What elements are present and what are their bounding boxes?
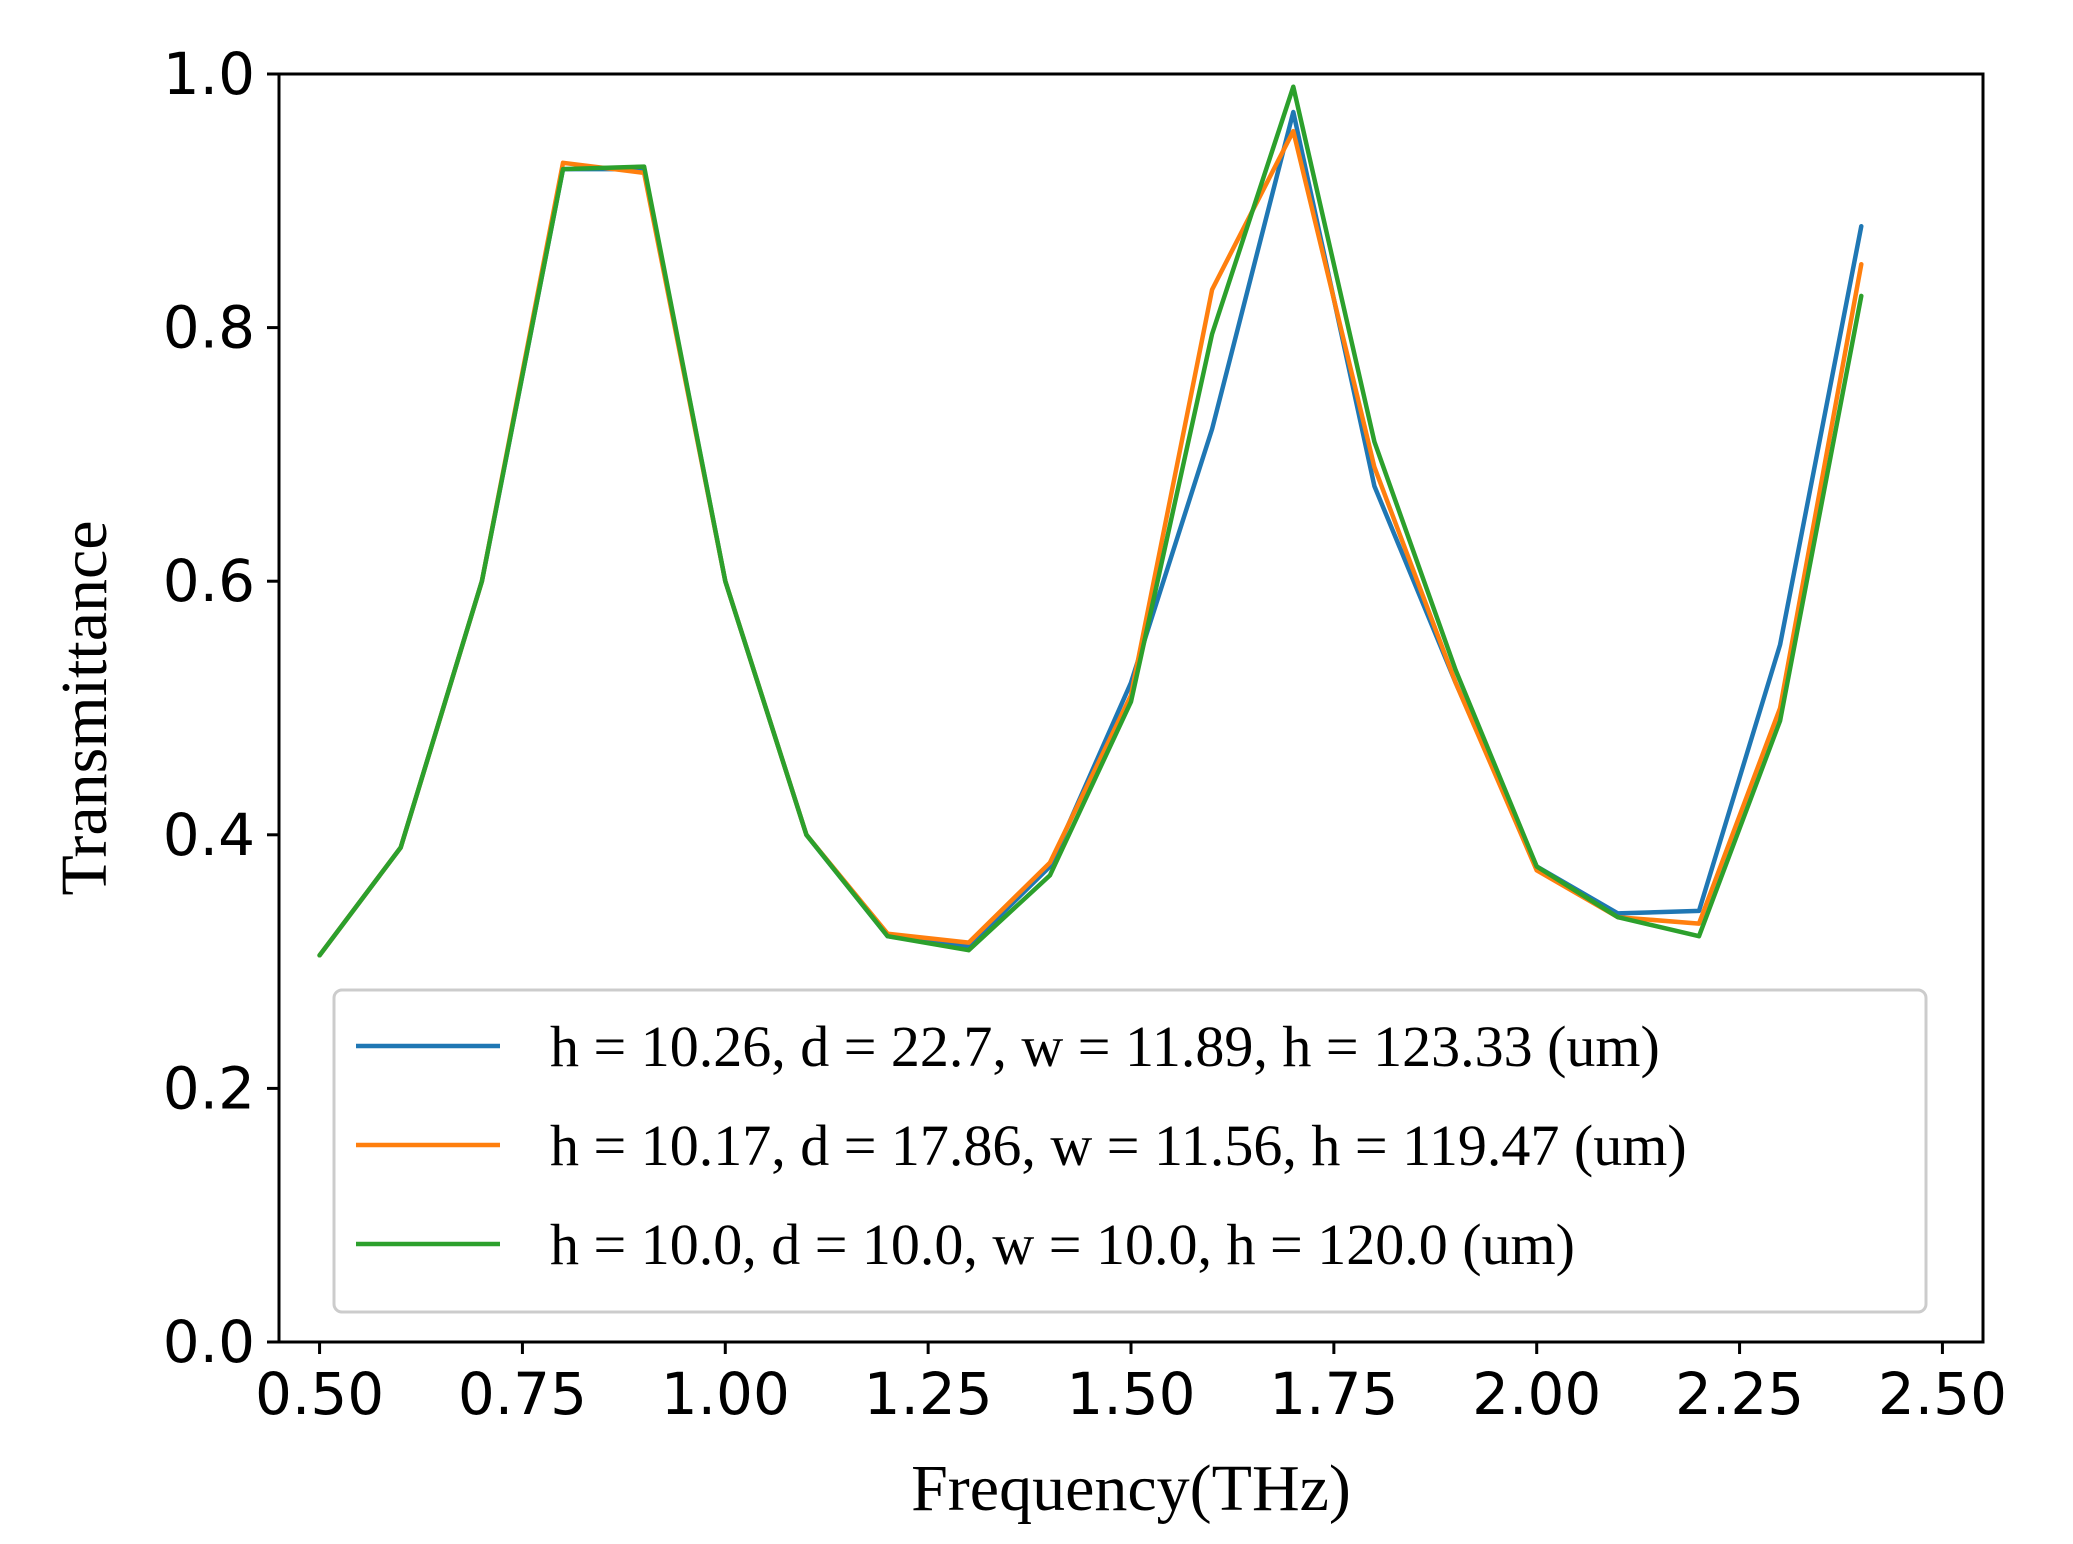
legend-label-1: h = 10.26, d = 22.7, w = 11.89, h = 123.… bbox=[550, 1014, 1660, 1079]
legend-entries: h = 10.26, d = 22.7, w = 11.89, h = 123.… bbox=[356, 1014, 1687, 1277]
y-tick-label: 0.0 bbox=[163, 1308, 255, 1376]
x-axis-title: Frequency(THz) bbox=[911, 1452, 1351, 1525]
series-line-3 bbox=[317, 84, 1864, 958]
x-tick-label: 1.00 bbox=[661, 1360, 790, 1428]
x-tick-label: 1.50 bbox=[1066, 1360, 1195, 1428]
y-axis-title: Transmittance bbox=[48, 520, 121, 895]
y-tick-label: 0.8 bbox=[163, 294, 255, 362]
legend-box bbox=[332, 988, 1928, 1314]
series-layer bbox=[317, 84, 1864, 958]
y-tick-label: 0.4 bbox=[163, 801, 255, 869]
x-tick-label: 0.75 bbox=[458, 1360, 587, 1428]
x-tick-label: 2.00 bbox=[1472, 1360, 1601, 1428]
x-tick-label: 1.75 bbox=[1269, 1360, 1398, 1428]
x-tick-label: 2.25 bbox=[1675, 1360, 1804, 1428]
x-axis: 0.50 0.75 1.00 1.25 1.50 1.75 2.00 2.25 2.50 bbox=[255, 1342, 2007, 1428]
y-tick-label: 1.0 bbox=[163, 40, 255, 108]
x-tick-label: 0.50 bbox=[255, 1360, 384, 1428]
y-tick-label: 0.6 bbox=[163, 547, 255, 615]
y-tick-label: 0.2 bbox=[163, 1054, 255, 1122]
y-axis: 0.0 0.2 0.4 0.6 0.8 1.0 bbox=[163, 40, 279, 1376]
legend-label-2: h = 10.17, d = 17.86, w = 11.56, h = 119… bbox=[550, 1113, 1687, 1178]
legend: h = 10.26, d = 22.7, w = 11.89, h = 123.… bbox=[332, 988, 1928, 1314]
x-tick-label: 1.25 bbox=[864, 1360, 993, 1428]
legend-label-3: h = 10.0, d = 10.0, w = 10.0, h = 120.0 … bbox=[550, 1212, 1575, 1277]
x-tick-label: 2.50 bbox=[1878, 1360, 2007, 1428]
